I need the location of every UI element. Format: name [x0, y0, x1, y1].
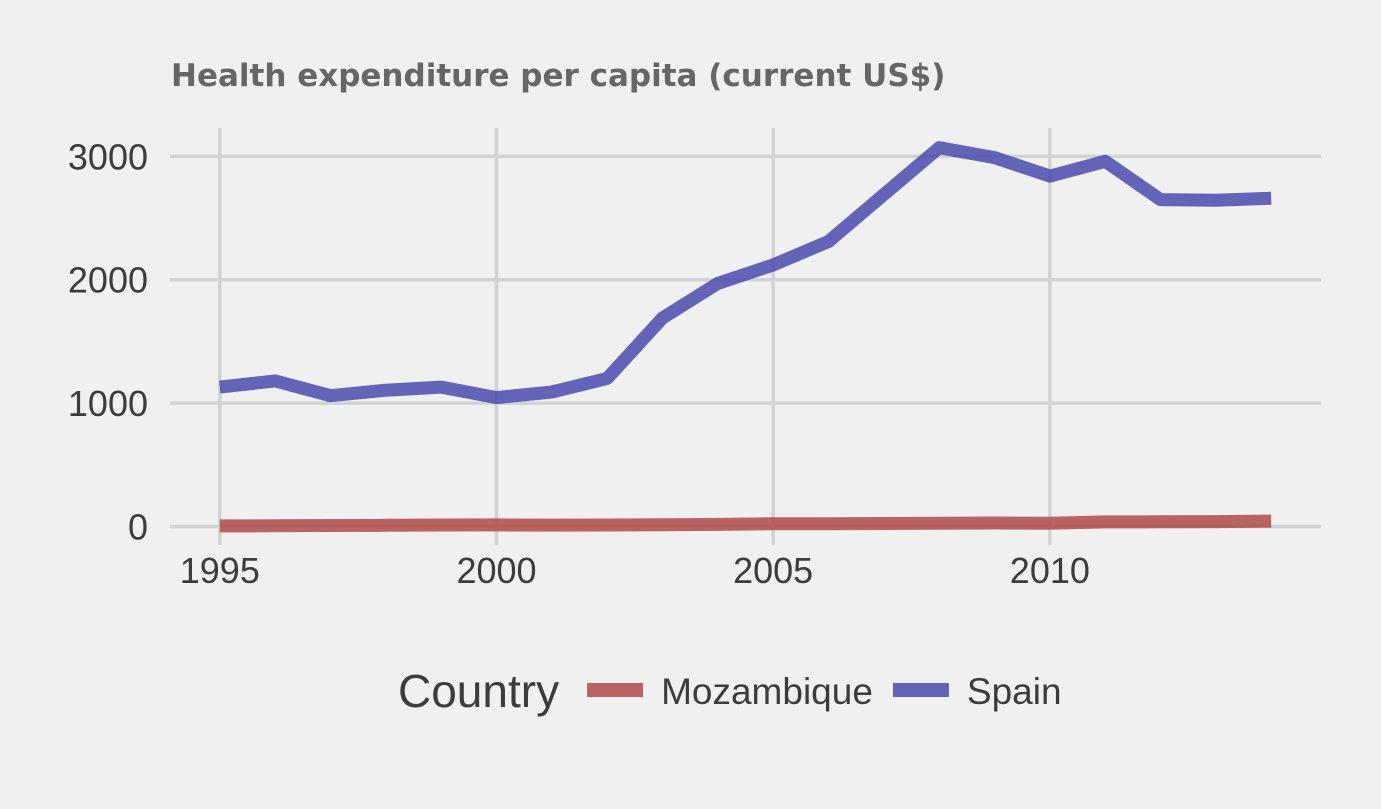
x-tick-label: 1995 [180, 550, 260, 591]
legend-label-mozambique: Mozambique [661, 671, 873, 712]
chart-title: Health expenditure per capita (current U… [171, 58, 945, 94]
y-tick-label: 2000 [68, 260, 148, 301]
y-tick-label: 3000 [68, 136, 148, 177]
legend-label-spain: Spain [967, 671, 1062, 712]
legend-title: Country [398, 665, 559, 717]
x-tick-label: 2000 [456, 550, 536, 591]
legend: Country Mozambique Spain [398, 665, 1062, 717]
x-tick-label: 2010 [1010, 550, 1090, 591]
y-tick-label: 0 [128, 506, 148, 547]
series-line-spain [219, 141, 1272, 405]
series-lines [219, 141, 1272, 533]
axis-labels: 0 1000 2000 3000 1995 2000 2005 2010 [68, 136, 1090, 591]
x-tick-label: 2005 [733, 550, 813, 591]
series-line-mozambique [219, 514, 1272, 533]
y-tick-label: 1000 [68, 383, 148, 424]
